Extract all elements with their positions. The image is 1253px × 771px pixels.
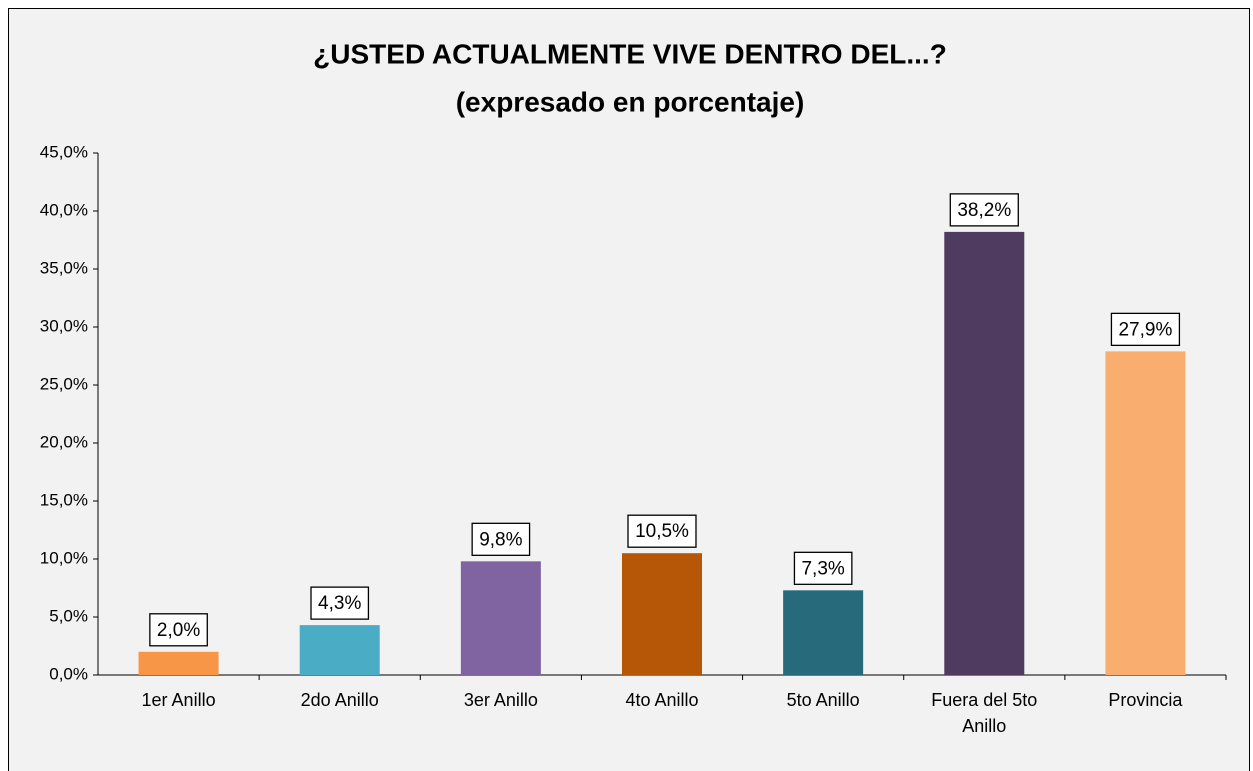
x-tick-label: 5to Anillo	[786, 690, 860, 710]
x-tick-label: 1er Anillo	[141, 690, 216, 710]
data-label-box	[949, 193, 1019, 227]
bar	[460, 561, 541, 675]
data-label-box	[149, 613, 208, 647]
x-tick-label: Provincia	[1108, 690, 1183, 710]
y-tick-label: 0,0%	[49, 664, 88, 683]
y-tick-label: 20,0%	[40, 432, 88, 451]
data-label-box	[627, 514, 697, 548]
x-tick-label: 3er Anillo	[463, 690, 538, 710]
y-tick-label: 25,0%	[40, 374, 88, 393]
bar	[622, 553, 702, 675]
data-label-box	[471, 522, 531, 556]
chart-title: ¿USTED ACTUALMENTE VIVE DENTRO DEL...?	[313, 38, 947, 69]
bar	[1105, 351, 1186, 675]
data-label: 9,8%	[479, 529, 522, 550]
y-tick-label: 35,0%	[40, 258, 88, 277]
bar	[783, 590, 864, 675]
y-tick-label: 45,0%	[40, 142, 88, 161]
data-label: 27,9%	[1118, 319, 1172, 340]
data-label: 4,3%	[318, 593, 361, 614]
data-label-box	[793, 551, 853, 585]
bar	[299, 625, 380, 675]
data-label: 7,3%	[801, 558, 844, 579]
bar	[944, 231, 1025, 675]
data-label: 2,0%	[157, 620, 200, 641]
y-tick-label: 15,0%	[40, 490, 88, 509]
x-tick-label: 2do Anillo	[300, 690, 379, 710]
data-label-box	[310, 586, 370, 620]
data-label: 10,5%	[635, 521, 689, 542]
y-tick-label: 5,0%	[49, 606, 88, 625]
y-tick-label: 40,0%	[40, 200, 88, 219]
data-label-box	[1110, 312, 1181, 347]
x-tick-label: Fuera del 5to Anillo	[931, 690, 1038, 736]
chart-subtitle: (expresado en porcentaje)	[456, 86, 805, 117]
x-tick-label: 4to Anillo	[625, 690, 699, 710]
y-tick-label: 30,0%	[40, 316, 88, 335]
bar	[138, 651, 219, 675]
data-label: 38,2%	[957, 200, 1011, 221]
y-tick-label: 10,0%	[40, 548, 88, 567]
